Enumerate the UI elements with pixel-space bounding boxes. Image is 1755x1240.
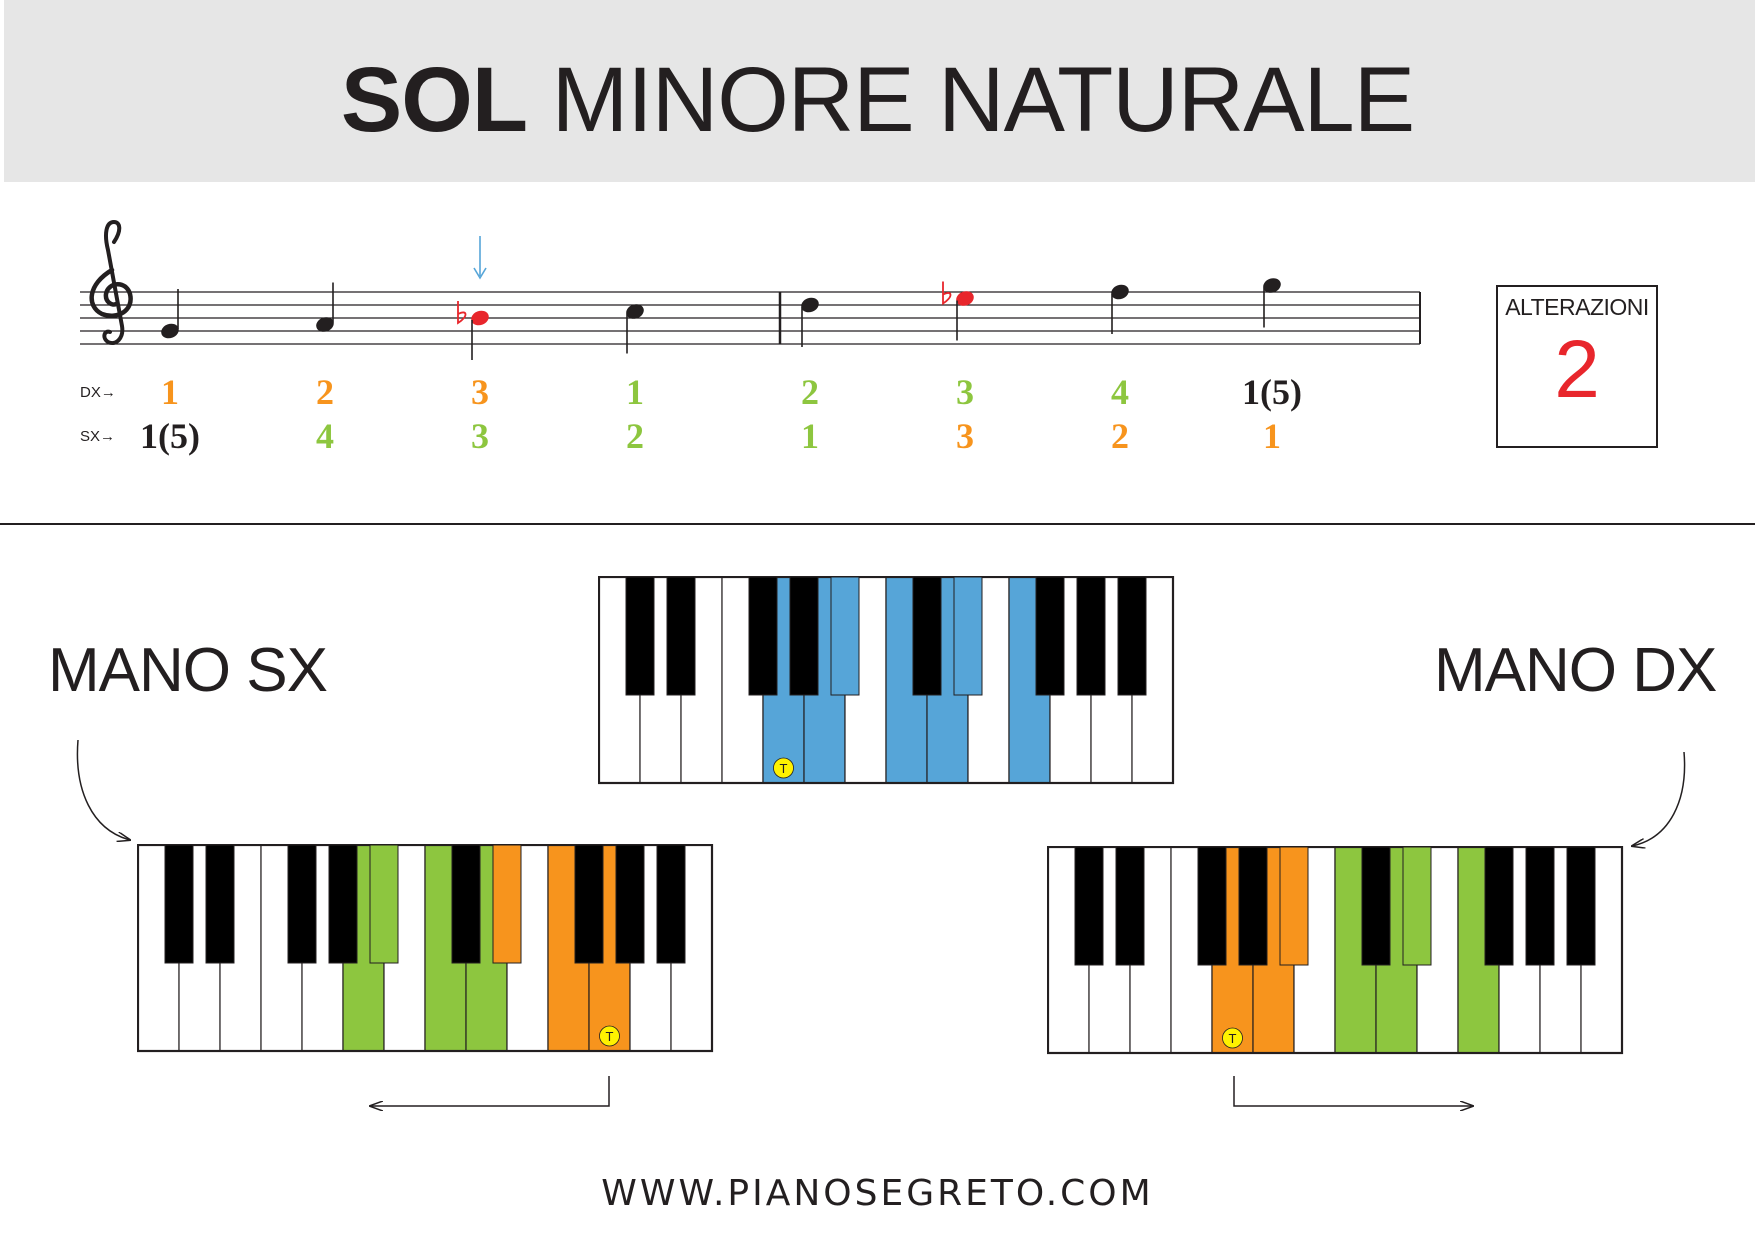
sx-row-label: SX→	[80, 428, 116, 445]
black-key	[830, 576, 860, 696]
finger-number: 2	[626, 416, 644, 456]
black-key	[369, 844, 399, 964]
tonic-letter: T	[606, 1029, 614, 1044]
left-direction-arrow-icon	[370, 1076, 610, 1106]
note	[801, 297, 819, 347]
black-key	[1074, 846, 1104, 966]
notehead	[1111, 284, 1129, 300]
alterazioni-value: 2	[1554, 324, 1600, 415]
keyboard-frame	[1047, 846, 1624, 1055]
notes-layer	[161, 236, 1281, 360]
black-key	[164, 844, 194, 964]
note	[1263, 278, 1281, 328]
tonic-marker: T	[599, 1025, 620, 1047]
notehead	[161, 323, 179, 339]
black-key	[451, 844, 481, 964]
left-hand-label: MANO SX	[48, 636, 328, 705]
finger-number: 2	[801, 372, 819, 412]
black-key	[205, 844, 235, 964]
note	[1111, 284, 1129, 334]
black-key	[1361, 846, 1391, 966]
title-rest: MINORE NATURALE	[527, 49, 1416, 151]
header-banner	[4, 0, 1755, 182]
left-hand-keyboard: T	[137, 844, 714, 1053]
note	[626, 304, 644, 354]
keyboard-frame	[137, 844, 714, 1053]
right-hand-keyboard: T	[1047, 846, 1624, 1055]
black-key	[1279, 846, 1309, 966]
black-key	[912, 576, 942, 696]
black-key	[1076, 576, 1106, 696]
black-key	[1484, 846, 1514, 966]
tonic-letter: T	[1229, 1031, 1237, 1046]
treble-clef-icon	[89, 219, 133, 345]
black-key	[1197, 846, 1227, 966]
finger-number: 1	[626, 372, 644, 412]
title-key: SOL	[340, 49, 528, 151]
note	[942, 281, 974, 341]
alterazioni-label: ALTERAZIONI	[1505, 294, 1649, 320]
page-title: SOL MINORE NATURALE	[0, 40, 1755, 160]
right-curve-arrow-icon	[1632, 751, 1686, 846]
black-key	[1035, 576, 1065, 696]
black-key	[625, 576, 655, 696]
tonic-marker: T	[773, 757, 794, 779]
black-key	[789, 576, 819, 696]
finger-number: 4	[316, 416, 334, 456]
finger-number: 2	[316, 372, 334, 412]
black-key	[574, 844, 604, 964]
black-key	[953, 576, 983, 696]
notehead	[316, 317, 334, 332]
black-key	[1238, 846, 1268, 966]
black-key	[1402, 846, 1432, 966]
notehead	[801, 297, 819, 313]
black-key	[1117, 576, 1147, 696]
black-key	[492, 844, 522, 964]
black-key	[656, 844, 686, 964]
tonic-marker: T	[1222, 1027, 1243, 1049]
music-staff	[80, 219, 1421, 360]
finger-number: 2	[1111, 416, 1129, 456]
right-direction-arrow-icon	[1233, 1076, 1473, 1106]
finger-number: 3	[471, 372, 489, 412]
flat-sign-icon	[942, 281, 952, 306]
note	[161, 289, 179, 339]
keyboard-frame	[598, 576, 1175, 785]
finger-number: 1	[801, 416, 819, 456]
notehead	[626, 304, 644, 319]
section-divider	[0, 523, 1755, 525]
finger-number: 1(5)	[1242, 372, 1302, 412]
right-hand-label: MANO DX	[1434, 636, 1717, 705]
finger-number: 3	[471, 416, 489, 456]
notehead	[471, 310, 489, 326]
black-key	[328, 844, 358, 964]
black-key	[1525, 846, 1555, 966]
marker-arrowhead-icon	[473, 267, 487, 280]
black-key	[666, 576, 696, 696]
staff-lines	[80, 291, 1421, 345]
finger-number: 3	[956, 372, 974, 412]
footer-url: WWW.PIANOSEGRETO.COM	[601, 1173, 1154, 1214]
notehead	[956, 291, 974, 306]
black-key	[748, 576, 778, 696]
alterazioni-box: ALTERAZIONI 2	[1496, 285, 1658, 448]
black-key	[287, 844, 317, 964]
dx-row-label: DX→	[80, 384, 116, 401]
finger-number: 1	[1263, 416, 1281, 456]
black-key	[1115, 846, 1145, 966]
note	[316, 282, 334, 332]
finger-number: 4	[1111, 372, 1129, 412]
flat-sign-icon	[457, 301, 467, 325]
finger-number: 1	[161, 372, 179, 412]
scale-keyboard: T	[598, 576, 1175, 785]
black-key	[615, 844, 645, 964]
note	[457, 236, 489, 360]
finger-number: 3	[956, 416, 974, 456]
arrows-layer	[76, 739, 1686, 1120]
black-key	[1566, 846, 1596, 966]
tonic-letter: T	[780, 761, 788, 776]
notehead	[1263, 278, 1281, 293]
finger-number: 1(5)	[140, 416, 200, 456]
left-curve-arrow-icon	[76, 739, 130, 840]
